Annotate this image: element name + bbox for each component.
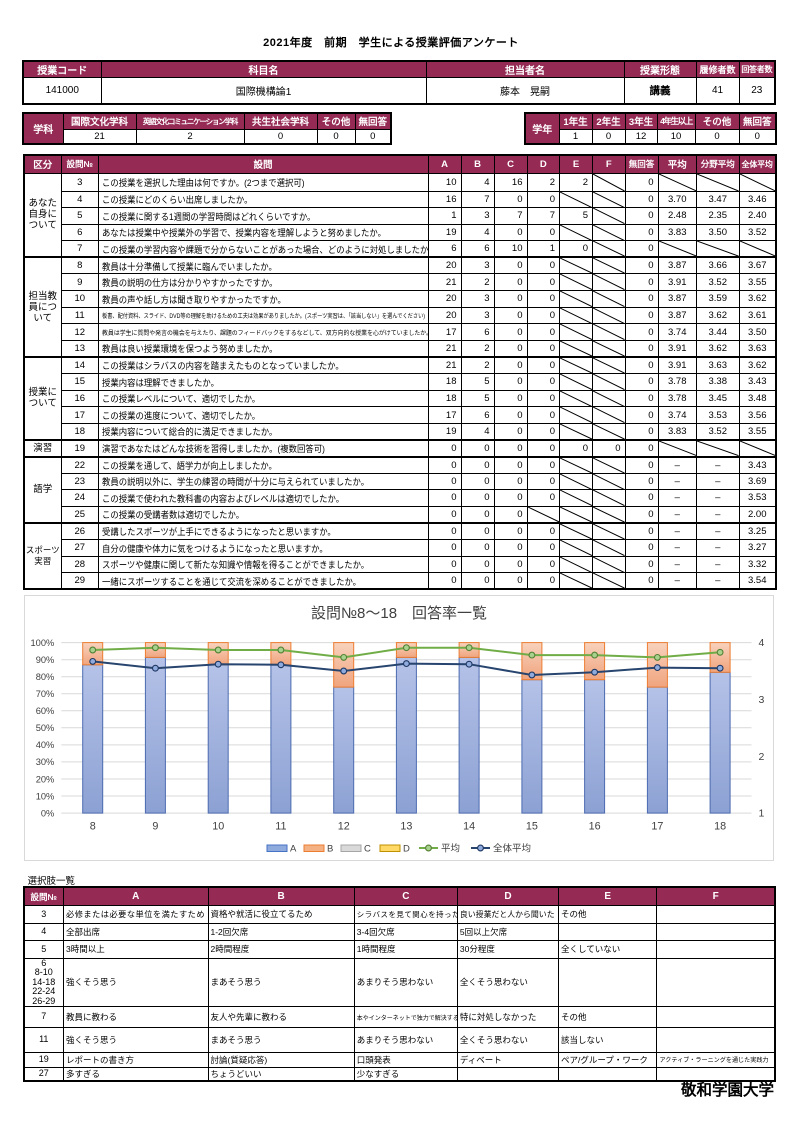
svg-text:20%: 20% — [36, 774, 55, 784]
svg-text:10%: 10% — [36, 791, 55, 801]
svg-text:14: 14 — [463, 821, 475, 833]
svg-text:9: 9 — [152, 821, 158, 833]
svg-text:12: 12 — [338, 821, 350, 833]
svg-text:40%: 40% — [36, 740, 55, 750]
svg-text:2: 2 — [759, 751, 765, 763]
svg-text:17: 17 — [651, 821, 663, 833]
svg-text:16: 16 — [589, 821, 601, 833]
svg-text:C: C — [364, 844, 371, 855]
svg-text:60%: 60% — [36, 706, 55, 716]
svg-text:8: 8 — [90, 821, 96, 833]
svg-text:1: 1 — [759, 808, 765, 820]
svg-text:設問№8～18 回答率一覧: 設問№8～18 回答率一覧 — [311, 605, 487, 622]
svg-text:90%: 90% — [36, 655, 55, 665]
svg-text:10: 10 — [212, 821, 224, 833]
svg-text:A: A — [290, 844, 297, 855]
svg-text:D: D — [403, 844, 410, 855]
svg-text:70%: 70% — [36, 689, 55, 699]
svg-text:50%: 50% — [36, 723, 55, 733]
svg-text:80%: 80% — [36, 672, 55, 682]
svg-text:B: B — [327, 844, 333, 855]
svg-text:13: 13 — [400, 821, 412, 833]
svg-text:15: 15 — [526, 821, 538, 833]
svg-text:4: 4 — [759, 637, 765, 649]
svg-text:0%: 0% — [41, 808, 54, 818]
svg-text:平均: 平均 — [441, 843, 460, 855]
svg-text:3: 3 — [759, 694, 765, 706]
svg-text:100%: 100% — [31, 638, 55, 648]
svg-text:全体平均: 全体平均 — [493, 843, 531, 855]
svg-text:30%: 30% — [36, 757, 55, 767]
svg-text:11: 11 — [275, 821, 286, 833]
svg-text:18: 18 — [714, 821, 726, 833]
